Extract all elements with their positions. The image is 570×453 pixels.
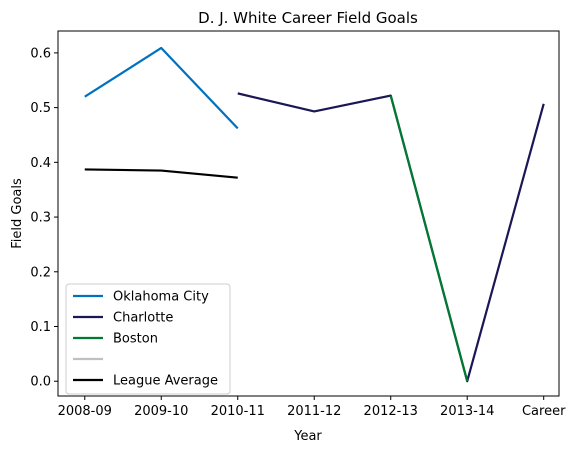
plot-frame	[57, 30, 560, 397]
x-tick-label: Career	[522, 404, 566, 419]
y-tick-label: 0.1	[30, 320, 51, 335]
x-tick-label: 2010-11	[211, 404, 265, 419]
y-tick-label: 0.5	[30, 101, 51, 116]
legend-label: Charlotte	[113, 311, 173, 326]
x-tick-label: 2012-13	[364, 404, 418, 419]
legend-label: Oklahoma City	[113, 290, 209, 305]
y-tick-label: 0.0	[30, 375, 51, 390]
legend: Oklahoma City Charlotte Boston League Avera…	[65, 283, 231, 395]
series-line-4	[84, 168, 238, 179]
y-tick-label: 0.4	[30, 156, 51, 171]
x-axis: 2008-09 2009-10 2010-11 2011-12 2012-13 2013-…	[58, 396, 566, 419]
x-tick-label: 2013-14	[440, 404, 494, 419]
y-tick-label: 0.2	[30, 265, 51, 280]
y-axis: 0.0 0.1 0.2 0.3 0.4 0.5 0.6	[30, 46, 58, 390]
y-tick-label: 0.3	[30, 211, 51, 226]
legend-label: League Average	[113, 374, 218, 389]
series-line-2	[389, 95, 469, 382]
y-tick-label: 0.6	[30, 46, 51, 61]
x-tick-label: 2011-12	[287, 404, 341, 419]
series-line-0	[84, 46, 239, 130]
y-axis-label: Field Goals	[10, 178, 25, 249]
x-tick-label: 2008-09	[58, 404, 112, 419]
legend-label: Boston	[113, 332, 158, 347]
x-axis-label: Year	[293, 429, 322, 444]
series-layer	[84, 46, 545, 383]
x-tick-label: 2009-10	[134, 404, 188, 419]
legend-box	[65, 283, 231, 395]
chart-title: D. J. White Career Field Goals	[198, 9, 418, 27]
